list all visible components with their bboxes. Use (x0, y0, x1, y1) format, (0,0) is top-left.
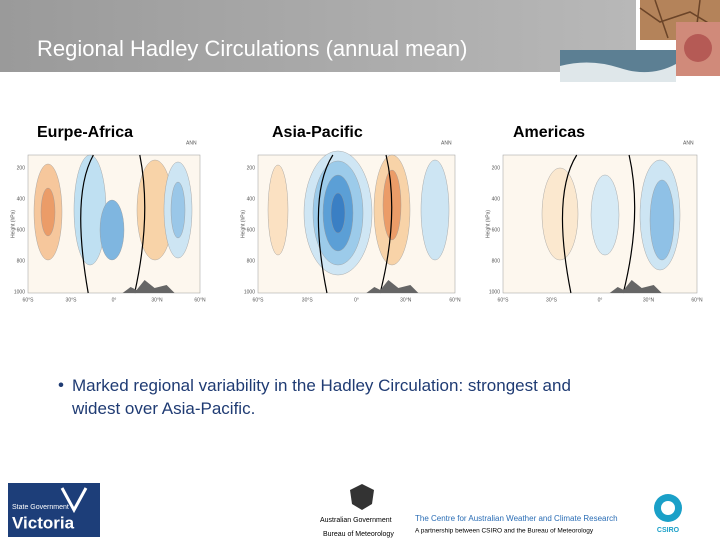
centre-text: The Centre for Australian Weather and Cl… (415, 514, 618, 523)
y-tick-label: 600 (17, 227, 26, 233)
x-tick-label: 60°N (194, 297, 206, 303)
crest (350, 484, 374, 510)
y-tick-label: 600 (492, 227, 501, 233)
x-tick-label: 60°N (449, 297, 461, 303)
panel-tag: ANN (441, 140, 452, 146)
x-tick-label: 30°S (546, 297, 558, 303)
y-tick-label: 1000 (14, 289, 25, 295)
zero-contour (80, 154, 94, 294)
bullet-mark: • (58, 375, 64, 394)
panel-tag: ANN (683, 140, 694, 146)
contour (73, 154, 107, 266)
y-tick-label: 200 (247, 165, 256, 171)
y-axis-title: Height (hPa) (485, 210, 491, 238)
x-tick-label: 30°N (643, 297, 655, 303)
bullet-text: Marked regional variability in the Hadle… (71, 376, 571, 418)
contour (99, 199, 125, 261)
header-bar (0, 0, 636, 72)
x-tick-label: 60°S (253, 297, 265, 303)
y-axis-title: Height (hPa) (240, 210, 246, 238)
x-tick-label: 60°S (23, 297, 35, 303)
contour (267, 164, 289, 256)
x-tick-label: 30°S (302, 297, 314, 303)
y-tick-label: 200 (17, 165, 26, 171)
y-tick-label: 800 (492, 258, 501, 264)
topography (366, 280, 419, 293)
contour (40, 187, 56, 237)
zero-contour (622, 154, 636, 294)
contour (541, 167, 579, 261)
y-tick-label: 400 (492, 196, 501, 202)
contour (170, 181, 186, 239)
x-tick-label: 0° (598, 297, 603, 303)
panel-label: Asia-Pacific (272, 124, 363, 141)
wave (560, 62, 676, 82)
contour (649, 179, 675, 261)
contour (590, 174, 620, 256)
x-tick-label: 0° (112, 297, 117, 303)
slide-title: Regional Hadley Circulations (annual mea… (37, 36, 467, 61)
contour (420, 159, 450, 261)
y-tick-label: 800 (17, 258, 26, 264)
csiro-text: CSIRO (657, 527, 680, 534)
x-tick-label: 0° (354, 297, 359, 303)
panel-label: Americas (513, 124, 585, 141)
y-tick-label: 400 (17, 196, 26, 202)
panel-tag: ANN (186, 140, 197, 146)
y-tick-label: 1000 (489, 289, 500, 295)
x-tick-label: 30°N (151, 297, 163, 303)
y-axis-title: Height (hPa) (10, 210, 16, 238)
gov-text: Australian Government (320, 517, 392, 524)
y-tick-label: 200 (492, 165, 501, 171)
topography (609, 280, 662, 293)
y-tick-label: 600 (247, 227, 256, 233)
y-tick-label: 400 (247, 196, 256, 202)
zero-contour (561, 154, 578, 294)
x-tick-label: 60°N (691, 297, 703, 303)
y-tick-label: 1000 (244, 289, 255, 295)
topography (122, 280, 175, 293)
cell (684, 34, 712, 62)
x-tick-label: 30°N (400, 297, 412, 303)
zero-contour (379, 154, 393, 294)
csiro-inner (661, 501, 675, 515)
victoria-small: State Government (12, 504, 69, 511)
zero-contour (317, 154, 334, 294)
panel-label: Eurpe-Africa (37, 124, 133, 141)
victoria-v (60, 487, 88, 514)
x-tick-label: 30°S (66, 297, 78, 303)
contour (330, 192, 346, 234)
bom-text: Bureau of Meteorology (323, 531, 394, 538)
zero-contour (134, 154, 146, 294)
y-tick-label: 800 (247, 258, 256, 264)
partnership-text: A partnership between CSIRO and the Bure… (415, 528, 594, 535)
x-tick-label: 60°S (498, 297, 510, 303)
victoria-text: Victoria (12, 513, 75, 532)
